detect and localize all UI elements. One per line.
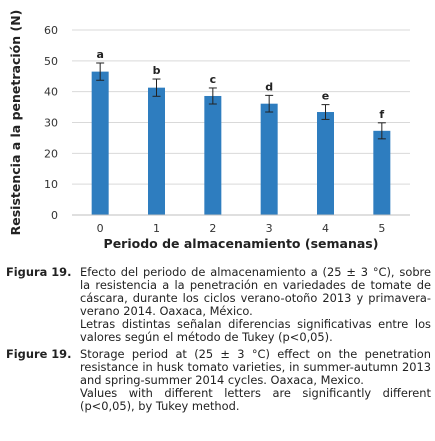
caption-english-text: Storage period at (25 ± 3 °C) effect on … [80,347,431,387]
x-tick-label: 0 [97,222,104,235]
y-tick-label: 40 [44,86,58,99]
bar [260,103,278,215]
bar-chart: 0 10 20 30 40 50 60 a 0 b 1 c 2 d 3 e 4 f 5 Periodo de alma… [8,10,410,251]
x-tick-label: 5 [378,222,385,235]
significance-letter: e [322,90,329,103]
caption-spanish-note: Letras distintas señalan diferencias sig… [80,317,431,344]
caption-english-label: Figure 19. [6,347,72,361]
bar [317,112,334,215]
y-tick-label: 20 [44,147,58,160]
significance-letter: b [153,64,161,77]
bar [373,130,391,215]
caption-english: Figure 19. Storage period at (25 ± 3 °C)… [6,348,431,413]
y-tick-label: 50 [44,55,58,68]
y-tick-label: 10 [44,178,58,191]
y-tick-label: 30 [44,117,58,130]
significance-letter: f [379,108,384,121]
bar [148,87,165,215]
caption-english-note: Values with different letters are signif… [80,386,431,413]
bar [91,71,109,215]
bar [204,95,222,215]
significance-letter: c [210,73,217,86]
y-tick-label: 0 [51,209,58,222]
x-axis-title: Periodo de almacenamiento (semanas) [104,236,379,251]
y-axis-title: Resistencia a la penetración (N) [8,10,23,236]
significance-letter: d [265,80,273,93]
caption-spanish-text: Efecto del periodo de almacenamiento a (… [80,265,431,318]
y-tick-label: 60 [44,24,58,37]
x-tick-label: 2 [209,222,216,235]
caption-spanish-label: Figura 19. [6,265,72,279]
x-tick-label: 3 [266,222,273,235]
x-tick-label: 4 [322,222,329,235]
caption-spanish: Figura 19. Efecto del periodo de almacen… [6,266,431,344]
x-tick-label: 1 [153,222,160,235]
significance-letter: a [96,48,103,61]
